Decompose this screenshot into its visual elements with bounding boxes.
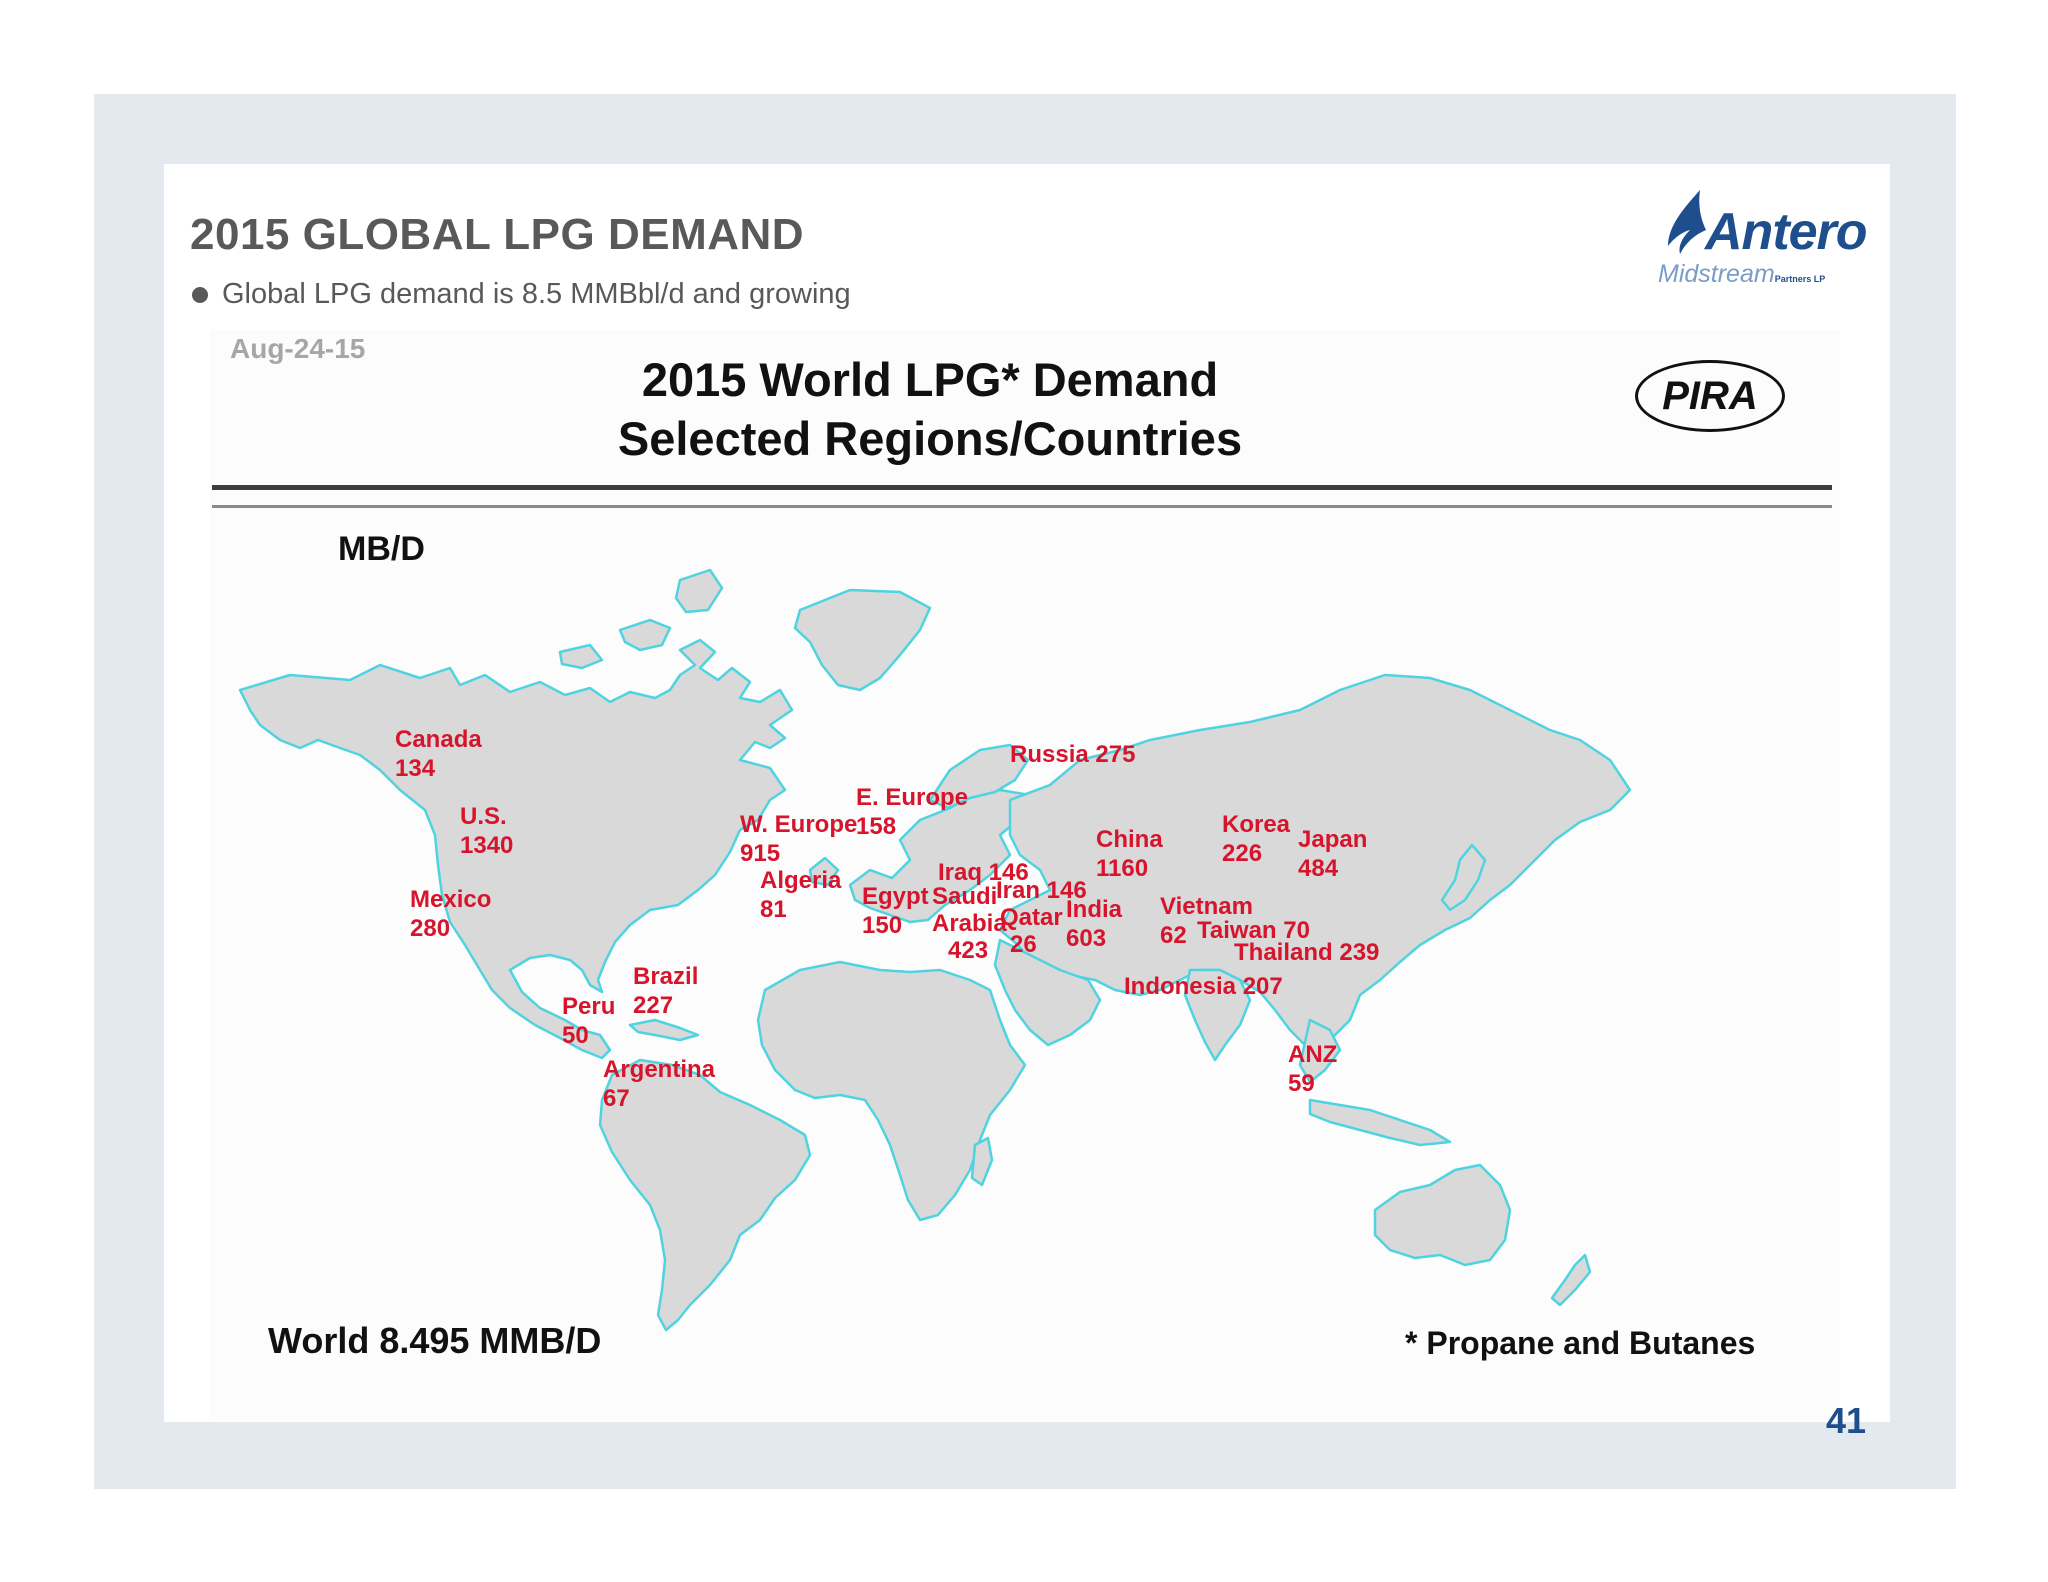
india	[1183, 968, 1252, 1062]
label-thailand: Thailand 239	[1234, 939, 1380, 966]
label-korea: Korea 226	[1222, 811, 1291, 867]
australia	[1373, 1163, 1512, 1267]
label-weurope: W. Europe 915	[740, 811, 858, 867]
map-title-line1: 2015 World LPG* Demand	[641, 353, 1219, 406]
label-japan: Japan 484	[1298, 826, 1368, 882]
map-title-line2: Selected Regions/Countries	[617, 412, 1243, 465]
unit-label: MB/D	[338, 530, 425, 568]
new-zealand	[1550, 1253, 1592, 1307]
label-canada: Canada 134	[395, 726, 482, 782]
caribbean	[628, 1018, 700, 1042]
southeast-asia	[1298, 1018, 1342, 1084]
greenland	[793, 588, 932, 692]
bullet-text: Global LPG demand is 8.5 MMBbl/d and gro…	[222, 278, 851, 310]
africa	[756, 960, 1027, 1222]
flame-icon	[1668, 190, 1706, 254]
bullet-point: Global LPG demand is 8.5 MMBbl/d and gro…	[192, 278, 851, 311]
north-america	[238, 638, 794, 1060]
label-anz: ANZ 59	[1288, 1041, 1338, 1097]
company-logo: Antero MidstreamPartners LP	[1650, 180, 1868, 288]
label-russia: Russia 275	[1010, 741, 1136, 768]
label-china: China 1160	[1096, 826, 1163, 882]
label-qatar: Qatar 26	[1000, 904, 1063, 958]
map-title: 2015 World LPG* Demand Selected Regions/…	[550, 350, 1310, 468]
label-algeria: Algeria 81	[760, 867, 842, 923]
label-us: U.S. 1340	[460, 803, 514, 859]
arctic-islands	[558, 568, 724, 670]
footnote: * Propane and Butanes	[1405, 1325, 1756, 1361]
madagascar	[970, 1136, 994, 1187]
arabia	[993, 938, 1102, 1047]
label-iraq: Iraq 146	[938, 859, 1029, 886]
label-taiwan: Taiwan 70	[1197, 917, 1310, 944]
logo-wordmark: Antero	[1705, 203, 1868, 261]
world-map	[238, 568, 1632, 1332]
indonesia	[1308, 1098, 1452, 1147]
map-figure: Aug-24-15 2015 World LPG* Demand Selecte…	[210, 330, 1840, 1420]
label-peru: Peru 50	[562, 993, 616, 1049]
label-mexico: Mexico 280	[410, 886, 492, 942]
label-eeurope: E. Europe 158	[856, 784, 969, 840]
label-india: India 603	[1066, 896, 1123, 952]
slide-title: 2015 GLOBAL LPG DEMAND	[190, 210, 805, 259]
map-date: Aug-24-15	[230, 333, 366, 364]
world-total: World 8.495 MMB/D	[268, 1320, 602, 1361]
japan	[1440, 843, 1487, 912]
label-brazil: Brazil 227	[633, 963, 699, 1019]
label-indonesia: Indonesia 207	[1124, 973, 1283, 1000]
logo-subtitle: MidstreamPartners LP	[1658, 260, 1826, 288]
page-number: 41	[1826, 1400, 1867, 1441]
label-iran: Iran 146	[996, 877, 1087, 904]
scandinavia	[928, 743, 1030, 810]
bullet-dot-icon	[192, 286, 208, 303]
label-egypt: Egypt 150	[862, 883, 929, 939]
source-badge: PIRA	[1635, 360, 1785, 432]
divider-light	[212, 505, 1832, 508]
south-america	[598, 1058, 812, 1332]
label-argentina: Argentina 67	[603, 1056, 716, 1112]
label-saudi: Saudi Arabia 423	[932, 883, 1007, 964]
divider-dark	[212, 485, 1832, 490]
label-vietnam: Vietnam 62	[1160, 893, 1253, 949]
